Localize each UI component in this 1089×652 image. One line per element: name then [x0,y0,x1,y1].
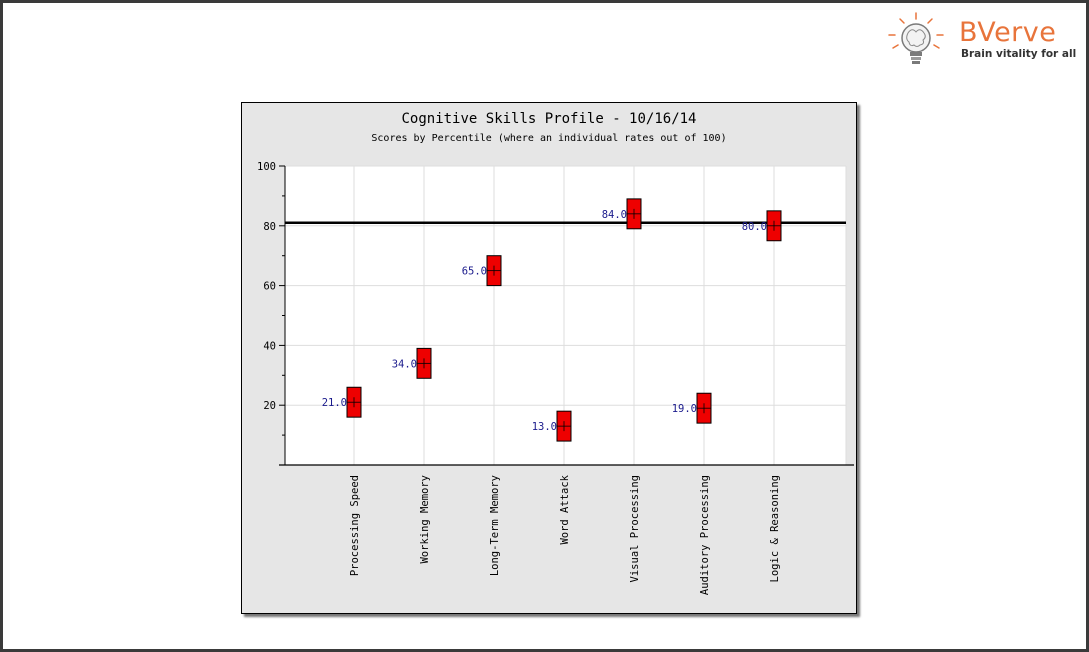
x-category-label: Word Attack [559,474,571,544]
brand-name: BVerve [959,17,1057,48]
y-tick-label: 40 [263,340,276,352]
data-label: 80.0 [742,221,767,233]
y-tick-label: 100 [257,161,276,173]
lightbulb-brain-icon [888,12,944,64]
y-tick-label: 80 [263,221,276,233]
cognitive-skills-chart: Cognitive Skills Profile - 10/16/14 Scor… [257,111,854,595]
brand-tagline: Brain vitality for all [961,48,1077,60]
x-category-label: Long-Term Memory [489,475,501,576]
data-label: 13.0 [532,421,557,433]
data-label: 65.0 [462,266,487,278]
chart-panel: Cognitive Skills Profile - 10/16/14 Scor… [241,102,857,614]
x-category-label: Processing Speed [349,475,361,576]
x-category-label: Auditory Processing [699,475,711,595]
chart-title: Cognitive Skills Profile - 10/16/14 [401,111,696,127]
plot-area: 20 40 60 80 100 21.0 34.0 65.0 13.0 84.0 19.0 80.0 P… [257,161,854,595]
x-category-label: Visual Processing [629,475,641,582]
data-label: 34.0 [392,358,417,370]
data-label: 21.0 [322,397,347,409]
data-label: 84.0 [602,209,627,221]
y-tick-label: 60 [263,281,276,293]
x-category-label: Working Memory [419,475,431,564]
brand-logo: BVerve Brain vitality for all [883,11,1083,71]
chart-subtitle: Scores by Percentile (where an individua… [371,133,726,144]
y-tick-label: 20 [263,400,276,412]
data-label: 19.0 [672,403,697,415]
x-category-label: Logic & Reasoning [769,475,781,582]
